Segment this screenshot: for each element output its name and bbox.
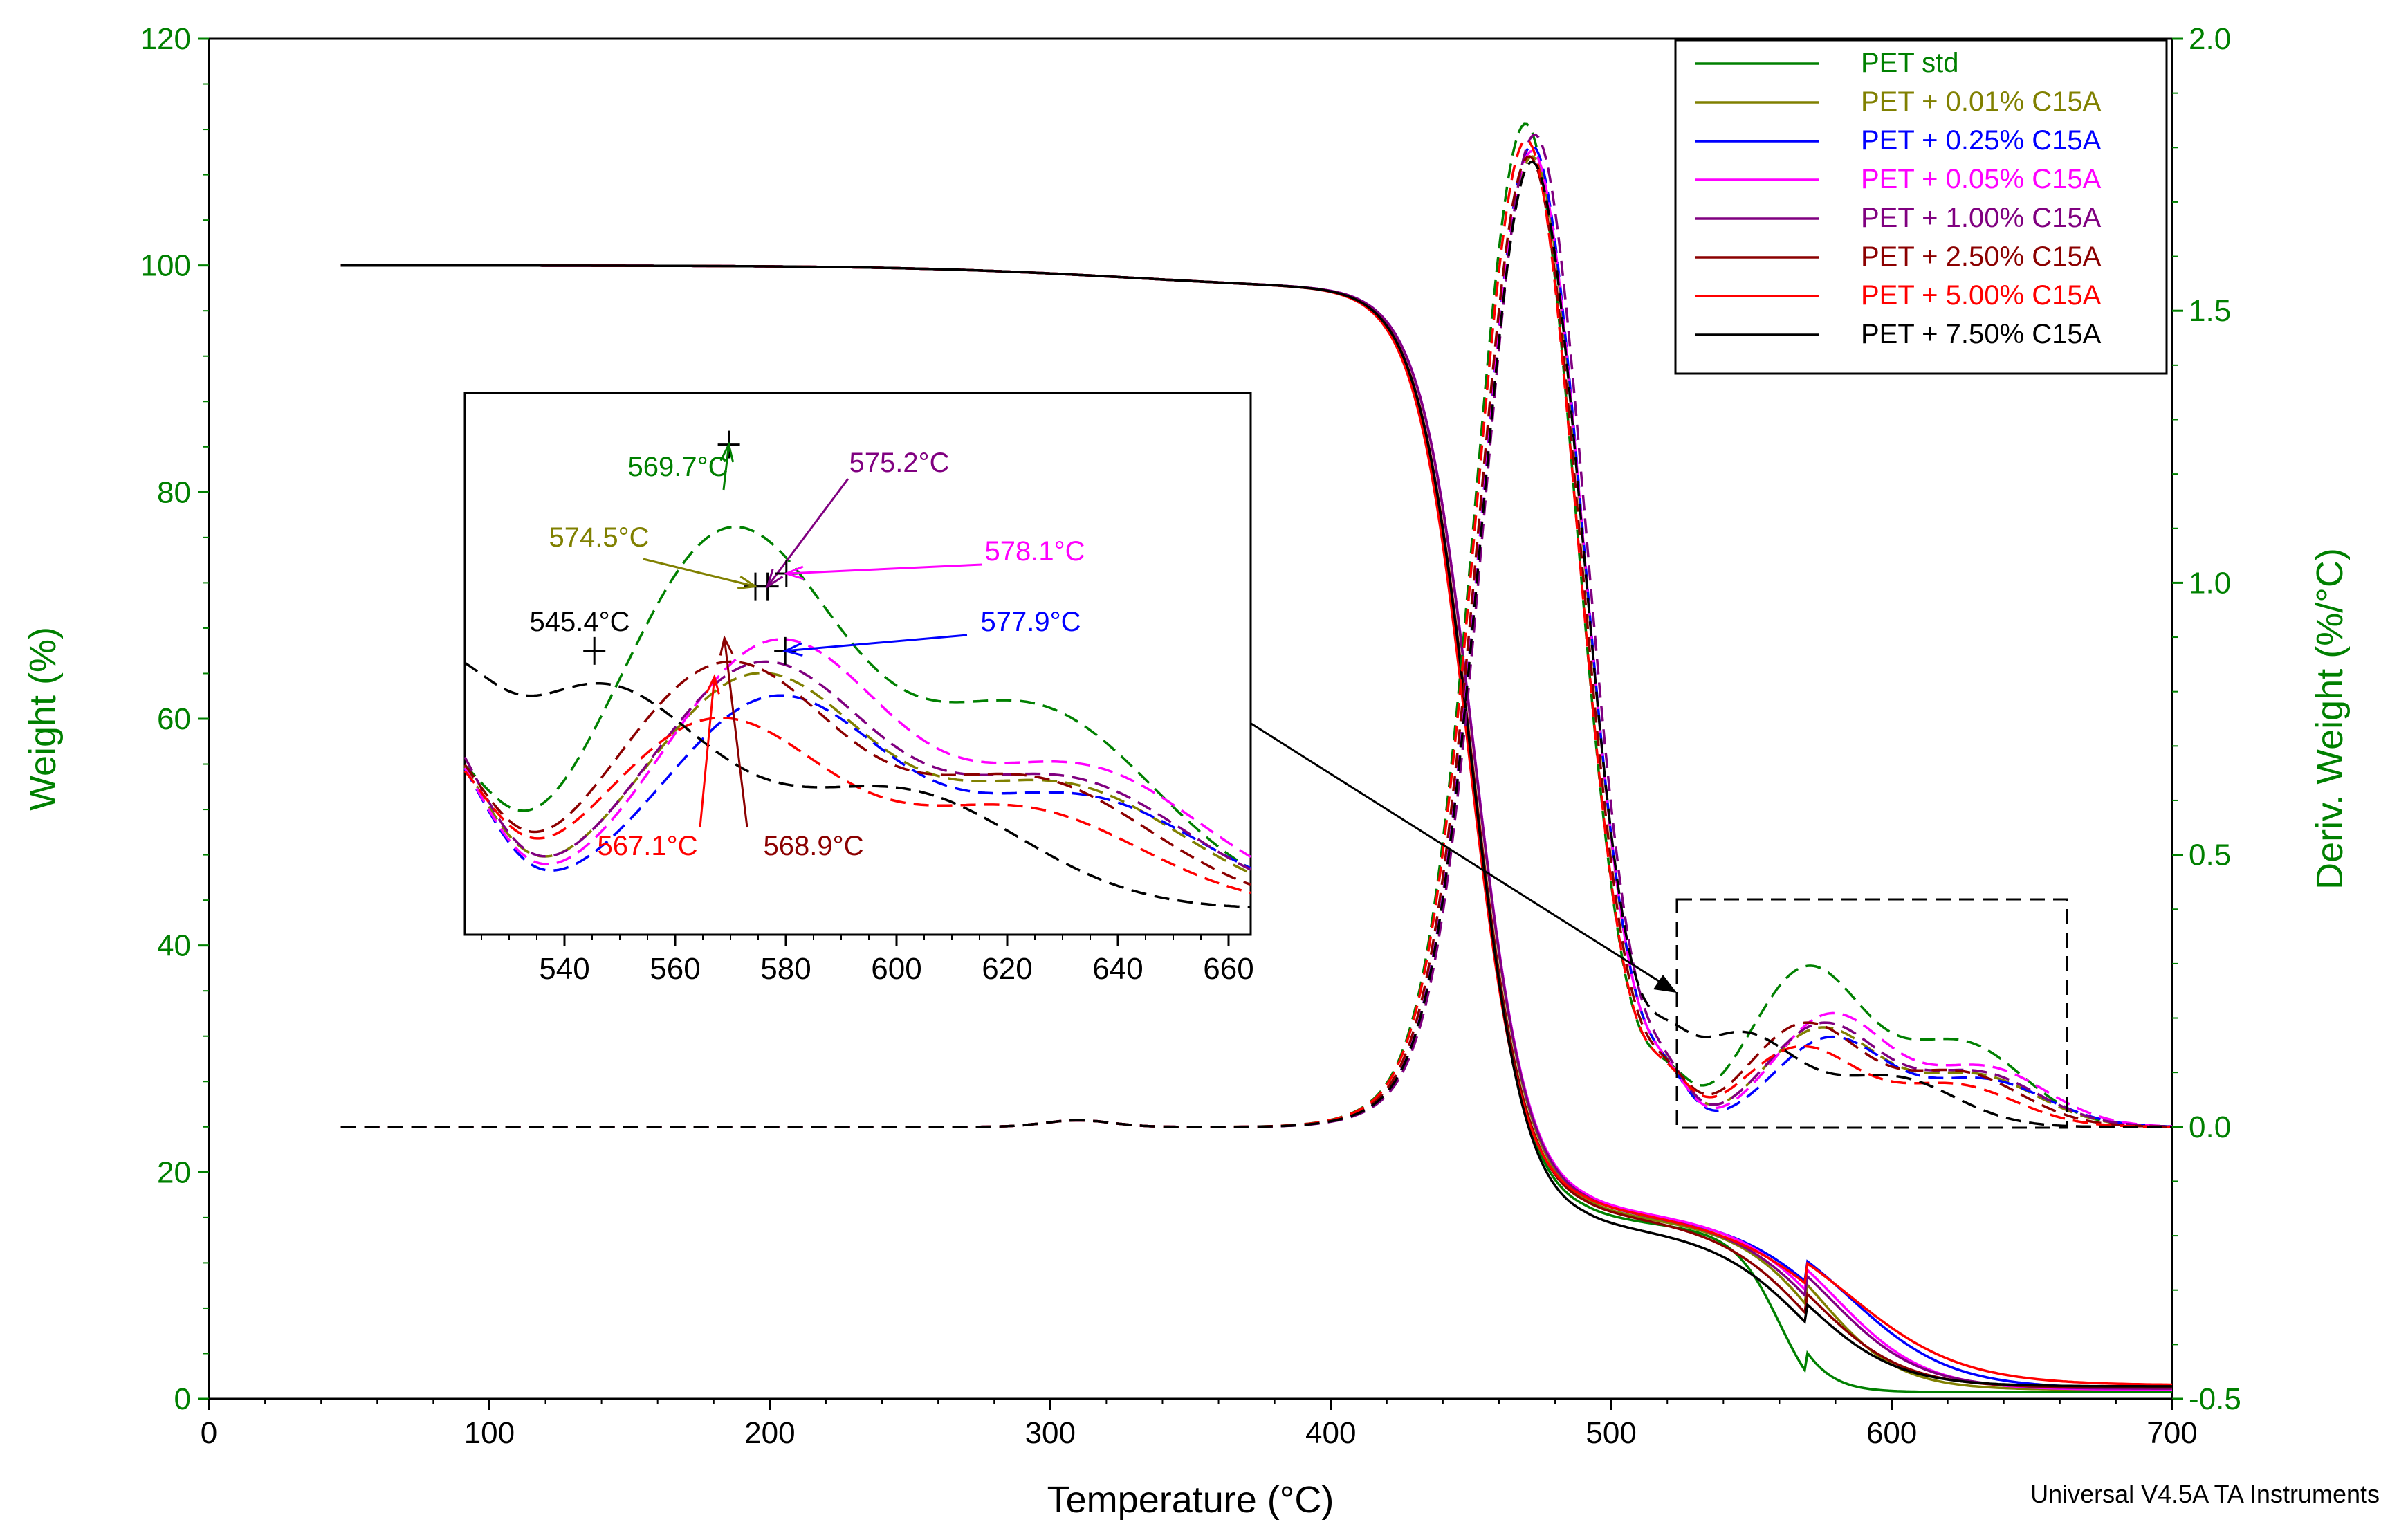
deriv-line-5: [340, 155, 2172, 1128]
inset-plot: 540 560 580 600 620 640 660 569.7°C 574.5°C 575.…: [463, 392, 1254, 986]
y-right-tick-label: 2.0: [2189, 22, 2231, 56]
y-axis-right-title: Deriv. Weight (%/°C): [2309, 548, 2351, 890]
inset-x-tick-label: 560: [650, 952, 700, 986]
legend-label: PET + 2.50% C15A: [1861, 241, 2102, 272]
y-left-tick-label: 120: [140, 22, 191, 56]
inset-x-tick-label: 580: [760, 952, 811, 986]
y-right-tick-label: 1.5: [2189, 294, 2231, 328]
x-tick-label: 700: [2147, 1416, 2197, 1450]
zoom-arrowhead: [1653, 975, 1677, 993]
y-right-tick-label: 0.5: [2189, 838, 2231, 872]
bottom-axis-ticks: 0 100 200 300 400 500 600 700: [201, 1399, 2198, 1450]
derivative-curves: [340, 122, 2173, 1128]
inset-annotation-label: 567.1°C: [598, 831, 698, 861]
legend-label: PET + 7.50% C15A: [1861, 319, 2102, 349]
inset-annotation-label: 568.9°C: [764, 831, 864, 861]
footer-text: Universal V4.5A TA Instruments: [2030, 1480, 2380, 1508]
inset-x-tick-label: 540: [539, 952, 589, 986]
inset-line-7: [464, 661, 1251, 908]
annotation-arrow: [786, 563, 983, 575]
y-right-tick-label: 0.0: [2189, 1110, 2231, 1144]
legend-label: PET + 1.00% C15A: [1861, 203, 2102, 233]
weight-line-7: [340, 264, 2172, 1388]
y-right-tick-label: 1.0: [2189, 566, 2231, 600]
inset-annotation-label: 569.7°C: [628, 452, 728, 482]
zoom-region-box: [1675, 898, 2068, 1129]
y-axis-left-title: Weight (%): [22, 627, 64, 811]
annotation-arrow: [643, 558, 756, 588]
annotation-arrowhead: [783, 565, 805, 580]
x-tick-label: 500: [1586, 1416, 1636, 1450]
inset-annotation-label: 577.9°C: [981, 607, 1081, 637]
annotation-arrow: [699, 677, 716, 828]
y-left-tick-label: 100: [140, 249, 191, 283]
inset-x-tick-label: 640: [1092, 952, 1143, 986]
annotation-arrow: [723, 638, 748, 828]
x-axis-title: Temperature (°C): [1047, 1479, 1334, 1521]
left-axis-ticks: 0 20 40 60 80 100 120: [140, 22, 209, 1416]
inset-annotations: 569.7°C 574.5°C 575.2°C 578.1°C 577.9°C 545.4…: [530, 430, 1085, 861]
y-left-tick-label: 60: [157, 702, 191, 736]
deriv-line-2: [340, 144, 2173, 1128]
y-left-tick-label: 0: [174, 1382, 191, 1416]
legend-label: PET + 0.25% C15A: [1861, 125, 2102, 156]
legend-label: PET + 0.01% C15A: [1861, 86, 2102, 117]
deriv-line-1: [340, 155, 2173, 1128]
annotation-arrowhead: [737, 575, 759, 589]
legend-label: PET + 5.00% C15A: [1861, 280, 2102, 311]
inset-annotation-label: 574.5°C: [549, 522, 650, 553]
annotation-arrow: [785, 634, 968, 652]
y-left-tick-label: 80: [157, 475, 191, 509]
legend: PET std PET + 0.01% C15A PET + 0.25% C15A P…: [1674, 39, 2168, 375]
inset-line-4: [463, 660, 1251, 871]
inset-annotation-label: 545.4°C: [530, 607, 630, 637]
annotation-arrowhead: [782, 642, 803, 657]
inset-line-1: [463, 671, 1251, 874]
inset-line-5: [463, 660, 1251, 886]
annotation-arrowhead: [719, 441, 735, 463]
x-tick-label: 400: [1305, 1416, 1356, 1450]
x-tick-label: 300: [1025, 1416, 1076, 1450]
annotation-arrowhead: [719, 634, 734, 656]
legend-box: [1674, 39, 2168, 375]
inset-axis-ticks: 540 560 580 600 620 640 660: [481, 935, 1254, 986]
inset-annotation-label: 578.1°C: [985, 536, 1085, 567]
x-tick-label: 600: [1866, 1416, 1917, 1450]
annotation-arrowhead: [765, 569, 784, 589]
deriv-line-0: [340, 122, 2173, 1128]
weight-curves: [340, 264, 2172, 1393]
inset-x-tick-label: 620: [982, 952, 1032, 986]
inset-annotation-label: 575.2°C: [849, 448, 950, 478]
x-tick-label: 200: [744, 1416, 795, 1450]
y-left-tick-label: 40: [157, 929, 191, 963]
inset-curves: [463, 525, 1251, 908]
deriv-line-4: [340, 133, 2173, 1128]
annotation-arrow: [766, 478, 849, 587]
annotation-arrowhead: [706, 673, 720, 695]
inset-line-2: [463, 694, 1251, 872]
deriv-line-3: [340, 149, 2173, 1128]
x-tick-label: 0: [201, 1416, 217, 1450]
annotation-arrow: [722, 444, 730, 491]
x-tick-label: 100: [464, 1416, 515, 1450]
inset-line-0: [463, 525, 1251, 870]
right-axis-ticks: -0.5 0.0 0.5 1.0 1.5 2.0: [2172, 22, 2241, 1416]
inset-x-tick-label: 660: [1203, 952, 1253, 986]
inset-line-3: [463, 638, 1251, 865]
legend-label: PET + 0.05% C15A: [1861, 164, 2102, 194]
y-right-tick-label: -0.5: [2189, 1382, 2241, 1416]
inset-x-tick-label: 600: [871, 952, 921, 986]
legend-label: PET std: [1861, 48, 1959, 78]
y-left-tick-label: 20: [157, 1155, 191, 1189]
inset-frame: [463, 392, 1252, 936]
